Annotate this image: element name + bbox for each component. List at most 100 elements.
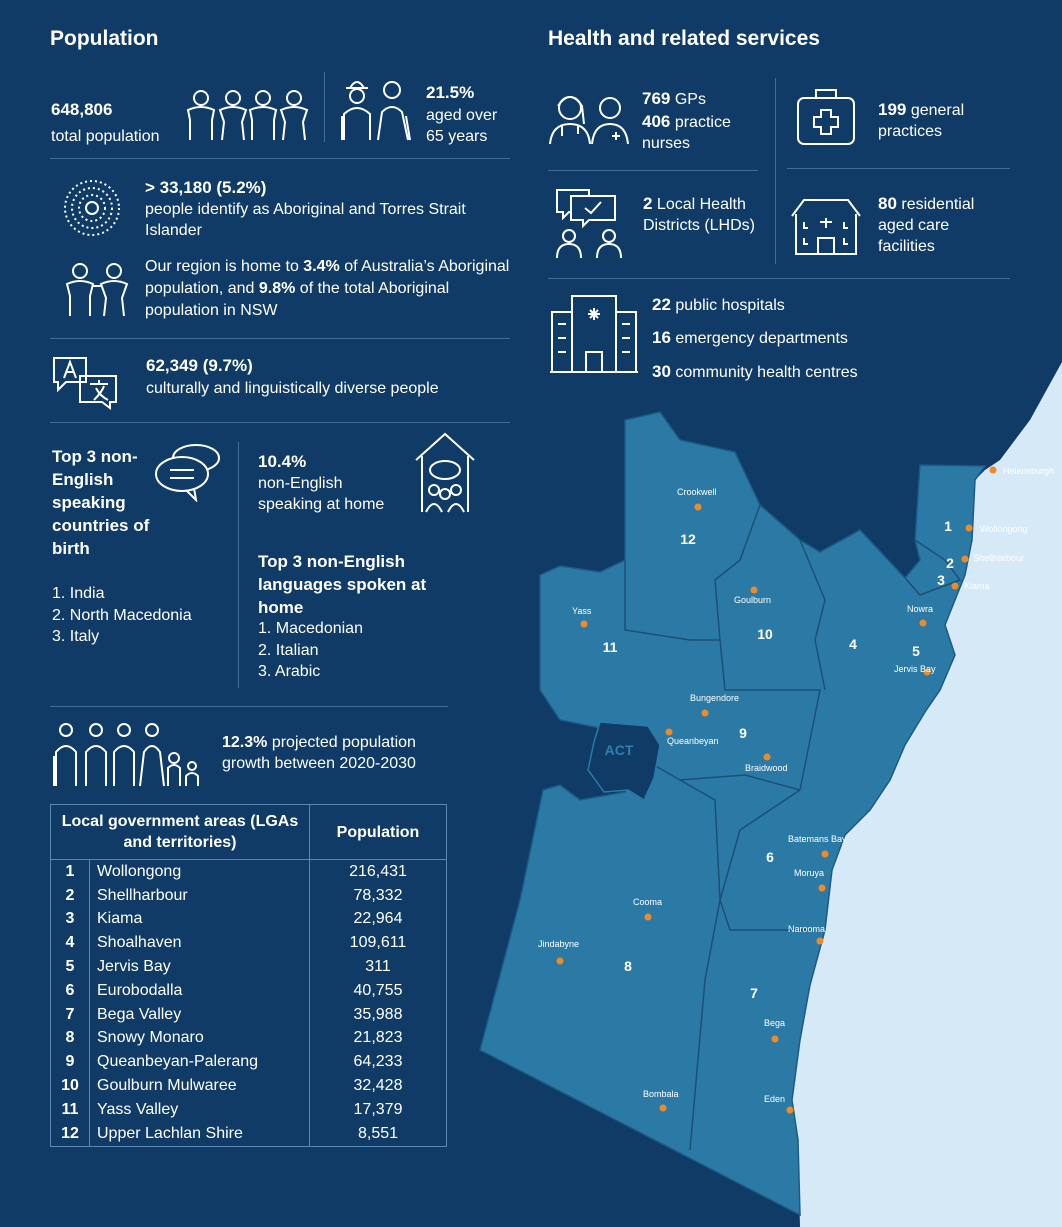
region-number: 6 [766, 849, 774, 865]
region-number: 12 [680, 531, 696, 547]
table-row: 7 Bega Valley 35,988 [50, 1002, 447, 1027]
table-row: 4 Shoalhaven 109,611 [50, 931, 447, 956]
town-dot [665, 728, 673, 736]
region-number: 9 [739, 725, 747, 741]
stat-value: > 33,180 (5.2%) [145, 178, 267, 197]
stat: 12.3% projected population growth betwee… [222, 732, 452, 774]
table-cell: 21,823 [309, 1026, 447, 1051]
stat-value: 10.4% [258, 452, 307, 471]
stat: 2 Local Health Districts (LHDs) [643, 193, 768, 236]
aged-care-icon [791, 199, 861, 255]
table-cell: 109,611 [309, 931, 447, 956]
stat-value: 199 [878, 100, 907, 119]
town-label: Eden [764, 1094, 785, 1104]
town-dot [771, 1035, 779, 1043]
stat-value: 21.5% [426, 83, 475, 102]
stat: 80 residential aged care facilities [878, 193, 1008, 257]
stat-label: total population [51, 128, 160, 145]
region-number: 8 [624, 958, 632, 974]
town-label: Nowra [907, 604, 933, 614]
map-labels: Helensburgh Wollongong Shellharbour Kiama No… [538, 466, 1054, 1114]
table-row: 9 Queanbeyan-Palerang 64,233 [50, 1050, 447, 1075]
hospital-icon [550, 295, 638, 373]
region-number: 4 [849, 636, 857, 652]
stat-label: public hospitals [670, 297, 785, 314]
town-dot [951, 582, 959, 590]
table-cell: 17,379 [309, 1097, 447, 1122]
stat-label: aged over 65 years [426, 107, 498, 145]
stat-label: people identify as Aboriginal and Torres… [145, 201, 466, 239]
town-dot [701, 709, 709, 717]
divider [238, 442, 239, 688]
region-number: 5 [912, 643, 920, 659]
town-dot [694, 503, 702, 511]
region-borders [624, 504, 962, 1151]
table-row: 10 Goulburn Mulwaree 32,428 [50, 1074, 447, 1098]
table-cell: Eurobodalla [89, 978, 310, 1003]
list-item: 3. Arabic [258, 663, 321, 680]
table-cell: Wollongong [89, 859, 310, 884]
table-cell: Upper Lachlan Shire [89, 1121, 310, 1147]
table-cell: 11 [50, 1097, 90, 1122]
table-cell: 12 [50, 1121, 90, 1147]
stat-value: 2 [643, 194, 653, 213]
table-cell: Snowy Monaro [89, 1026, 310, 1051]
table-cell: 216,431 [309, 859, 447, 884]
table-cell: Bega Valley [89, 1002, 310, 1027]
sea [792, 362, 1062, 1227]
family-icon [53, 723, 199, 787]
stat-label: general practices [878, 102, 965, 140]
town-dot [556, 957, 564, 965]
table-cell: 35,988 [309, 1002, 447, 1027]
first-aid-icon [797, 89, 855, 145]
town-label: Jervis Bay [894, 664, 936, 674]
stat: 30 community health centres [652, 361, 858, 383]
table-row: 11 Yass Valley 17,379 [50, 1097, 447, 1122]
section-title: Health and related services [548, 27, 820, 50]
table-row: 8 Snowy Monaro 21,823 [50, 1026, 447, 1051]
town-label: Queanbeyan [667, 736, 719, 746]
town-dot [659, 1104, 667, 1112]
list-item: 2. Italian [258, 642, 319, 659]
table-cell: Queanbeyan-Palerang [89, 1050, 310, 1075]
town-dot [750, 586, 758, 594]
table-row: 6 Eurobodalla 40,755 [50, 978, 447, 1003]
couple-icon [65, 263, 129, 317]
divider [548, 278, 1010, 279]
town-dot [919, 619, 927, 627]
divider [50, 158, 510, 159]
stat-value: 406 [642, 112, 671, 131]
list-title: Top 3 non-English languages spoken at ho… [258, 552, 427, 617]
chat-icon [556, 189, 622, 259]
table-cell: 5 [50, 955, 90, 979]
town-label: Braidwood [745, 763, 788, 773]
town-label: Bombala [643, 1089, 679, 1099]
region-number: 2 [946, 555, 954, 571]
town-dot [923, 668, 931, 676]
divider [50, 706, 448, 707]
act-region [587, 721, 661, 802]
list-item: 2. North Macedonia [52, 607, 192, 624]
stat-label: residential aged care facilities [878, 196, 975, 255]
town-dot [961, 555, 969, 563]
table-cell: 6 [50, 978, 90, 1003]
table-row: 5 Jervis Bay 311 [50, 955, 447, 979]
divider [775, 78, 776, 264]
table-cell: 32,428 [309, 1074, 447, 1098]
town-label: Bungendore [690, 693, 739, 703]
aboriginal-art-icon [64, 180, 120, 236]
stat-label: emergency departments [670, 330, 848, 347]
table-cell: 78,332 [309, 883, 447, 908]
town-label: Jindabyne [538, 939, 579, 949]
home-icon [415, 432, 475, 513]
table-cell: 311 [309, 955, 447, 979]
table-cell: Yass Valley [89, 1097, 310, 1122]
table-cell: 22,964 [309, 907, 447, 932]
table-cell: 8 [50, 1026, 90, 1051]
divider [787, 168, 1010, 169]
town-dot [580, 620, 588, 628]
table-cell: Jervis Bay [89, 955, 310, 979]
text: Our region is home to [145, 258, 304, 275]
town-label: Shellharbour [973, 553, 1024, 563]
